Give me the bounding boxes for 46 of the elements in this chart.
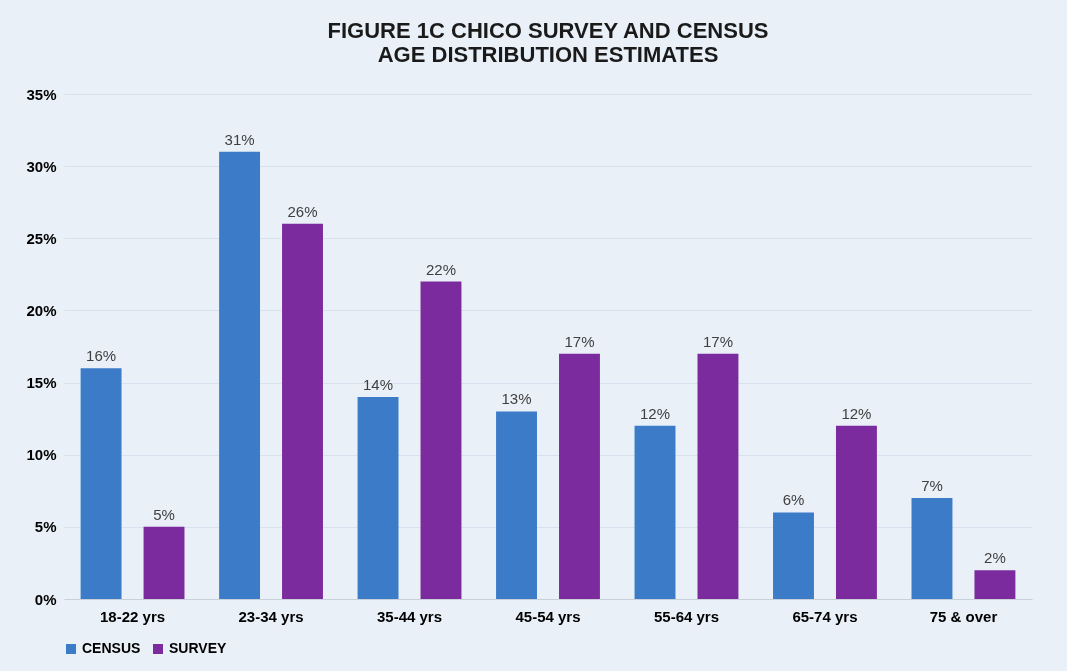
data-label: 6% bbox=[782, 491, 805, 509]
x-tick-label: 45-54 yrs bbox=[515, 607, 581, 625]
bar bbox=[80, 368, 122, 599]
data-label: 7% bbox=[921, 477, 943, 494]
x-tick-label: 75 & over bbox=[929, 607, 998, 625]
bar bbox=[496, 411, 537, 599]
bar bbox=[835, 425, 877, 599]
data-label: 12% bbox=[841, 404, 872, 422]
y-tick-label: 10% bbox=[26, 446, 57, 464]
data-label: 17% bbox=[702, 332, 733, 350]
x-tick-label: 18-22 yrs bbox=[100, 607, 166, 625]
y-tick-label: 0% bbox=[34, 590, 57, 608]
y-tick-label: 5% bbox=[34, 518, 57, 536]
bar bbox=[911, 498, 953, 599]
data-label: 16% bbox=[86, 347, 117, 365]
bar bbox=[634, 425, 676, 599]
data-label: 26% bbox=[287, 202, 318, 220]
legend-label: CENSUS bbox=[82, 640, 141, 656]
bar bbox=[697, 353, 739, 599]
y-tick-label: 15% bbox=[26, 374, 57, 392]
bar bbox=[974, 570, 1016, 599]
x-tick-label: 55-64 yrs bbox=[653, 607, 720, 625]
y-tick-label: 30% bbox=[26, 157, 57, 175]
y-tick-label: 25% bbox=[26, 229, 57, 247]
bar bbox=[357, 397, 399, 599]
legend-label: SURVEY bbox=[169, 640, 227, 656]
data-label: 12% bbox=[639, 404, 671, 422]
data-label: 14% bbox=[363, 376, 394, 393]
chart-title: FIGURE 1C CHICO SURVEY AND CENSUS AGE DISTRIBUTION ESTIMATES bbox=[327, 18, 769, 67]
data-label: 22% bbox=[425, 260, 457, 278]
data-label: 17% bbox=[564, 332, 595, 350]
data-label: 5% bbox=[153, 505, 175, 523]
data-label: 2% bbox=[984, 549, 1006, 567]
x-tick-label: 35-44 yrs bbox=[376, 607, 443, 625]
x-tick-label: 65-74 yrs bbox=[792, 607, 858, 625]
bar bbox=[559, 353, 600, 599]
bar bbox=[219, 151, 261, 599]
bar bbox=[420, 281, 462, 599]
bar bbox=[143, 526, 185, 599]
data-label: 13% bbox=[501, 390, 532, 408]
y-tick-label: 35% bbox=[26, 85, 57, 103]
bar bbox=[282, 223, 323, 599]
bar bbox=[773, 512, 814, 599]
y-tick-label: 20% bbox=[26, 301, 57, 319]
data-label: 31% bbox=[224, 130, 255, 148]
x-tick-label: 23-34 yrs bbox=[238, 607, 304, 625]
